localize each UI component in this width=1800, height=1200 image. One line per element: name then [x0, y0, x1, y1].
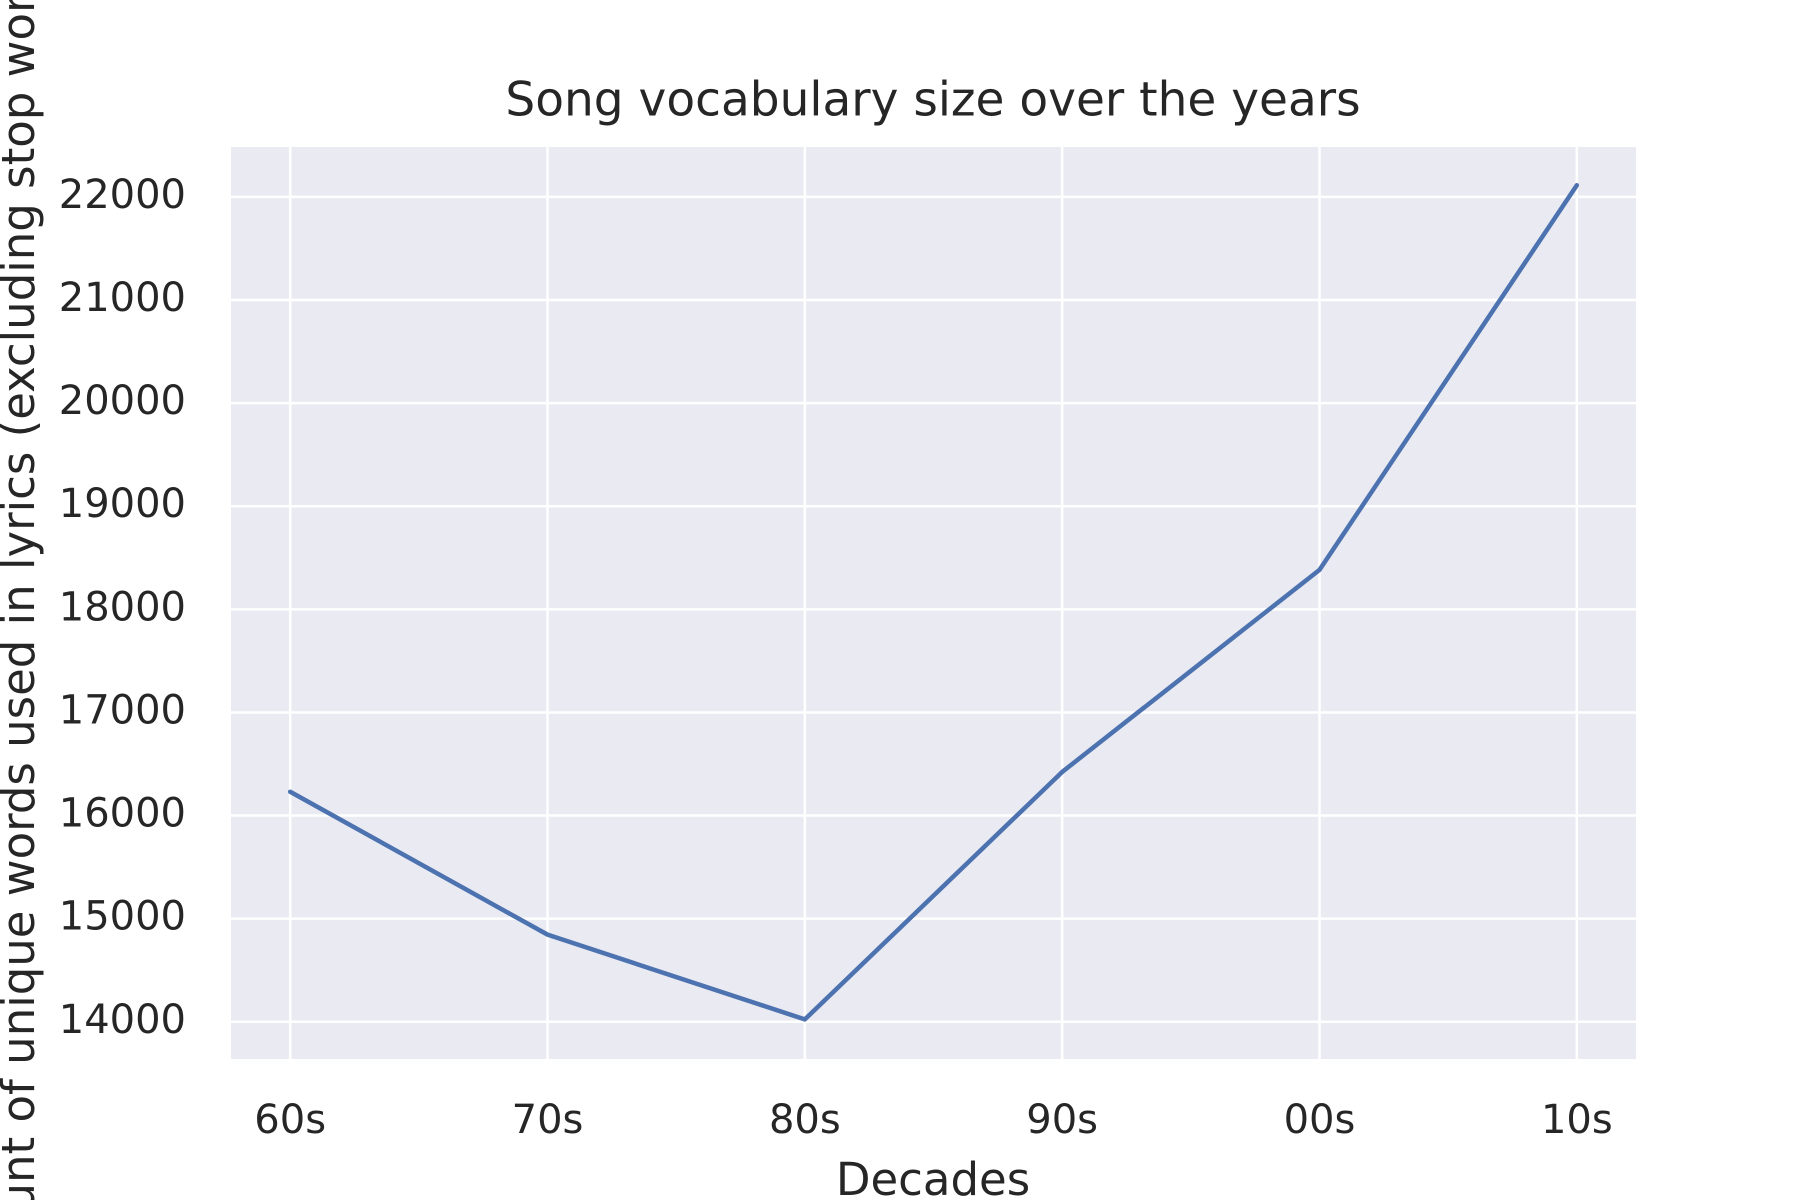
x-tick-label: 10s [1541, 1097, 1613, 1143]
x-tick-label: 80s [769, 1097, 841, 1143]
y-tick-label: 14000 [59, 997, 186, 1043]
grid [231, 147, 1636, 1059]
chart-title: Song vocabulary size over the years [505, 73, 1360, 128]
x-tick-label: 00s [1284, 1097, 1356, 1143]
y-tick-label: 19000 [59, 481, 186, 527]
x-tick-label: 90s [1026, 1097, 1098, 1143]
y-tick-label: 21000 [59, 275, 186, 321]
y-tick-label: 20000 [59, 378, 186, 424]
plot-area [231, 147, 1636, 1059]
y-tick-label: 17000 [59, 687, 186, 733]
x-tick-label: 70s [512, 1097, 584, 1143]
y-tick-label: 22000 [59, 172, 186, 218]
y-axis-label: unt of unique words used in lyrics (excl… [0, 0, 45, 1200]
x-tick-label: 60s [254, 1097, 326, 1143]
y-tick-label: 18000 [59, 584, 186, 630]
data-line [287, 183, 1580, 1022]
x-axis-label: Decades [836, 1153, 1030, 1200]
y-tick-label: 16000 [59, 791, 186, 837]
y-tick-label: 15000 [59, 894, 186, 940]
